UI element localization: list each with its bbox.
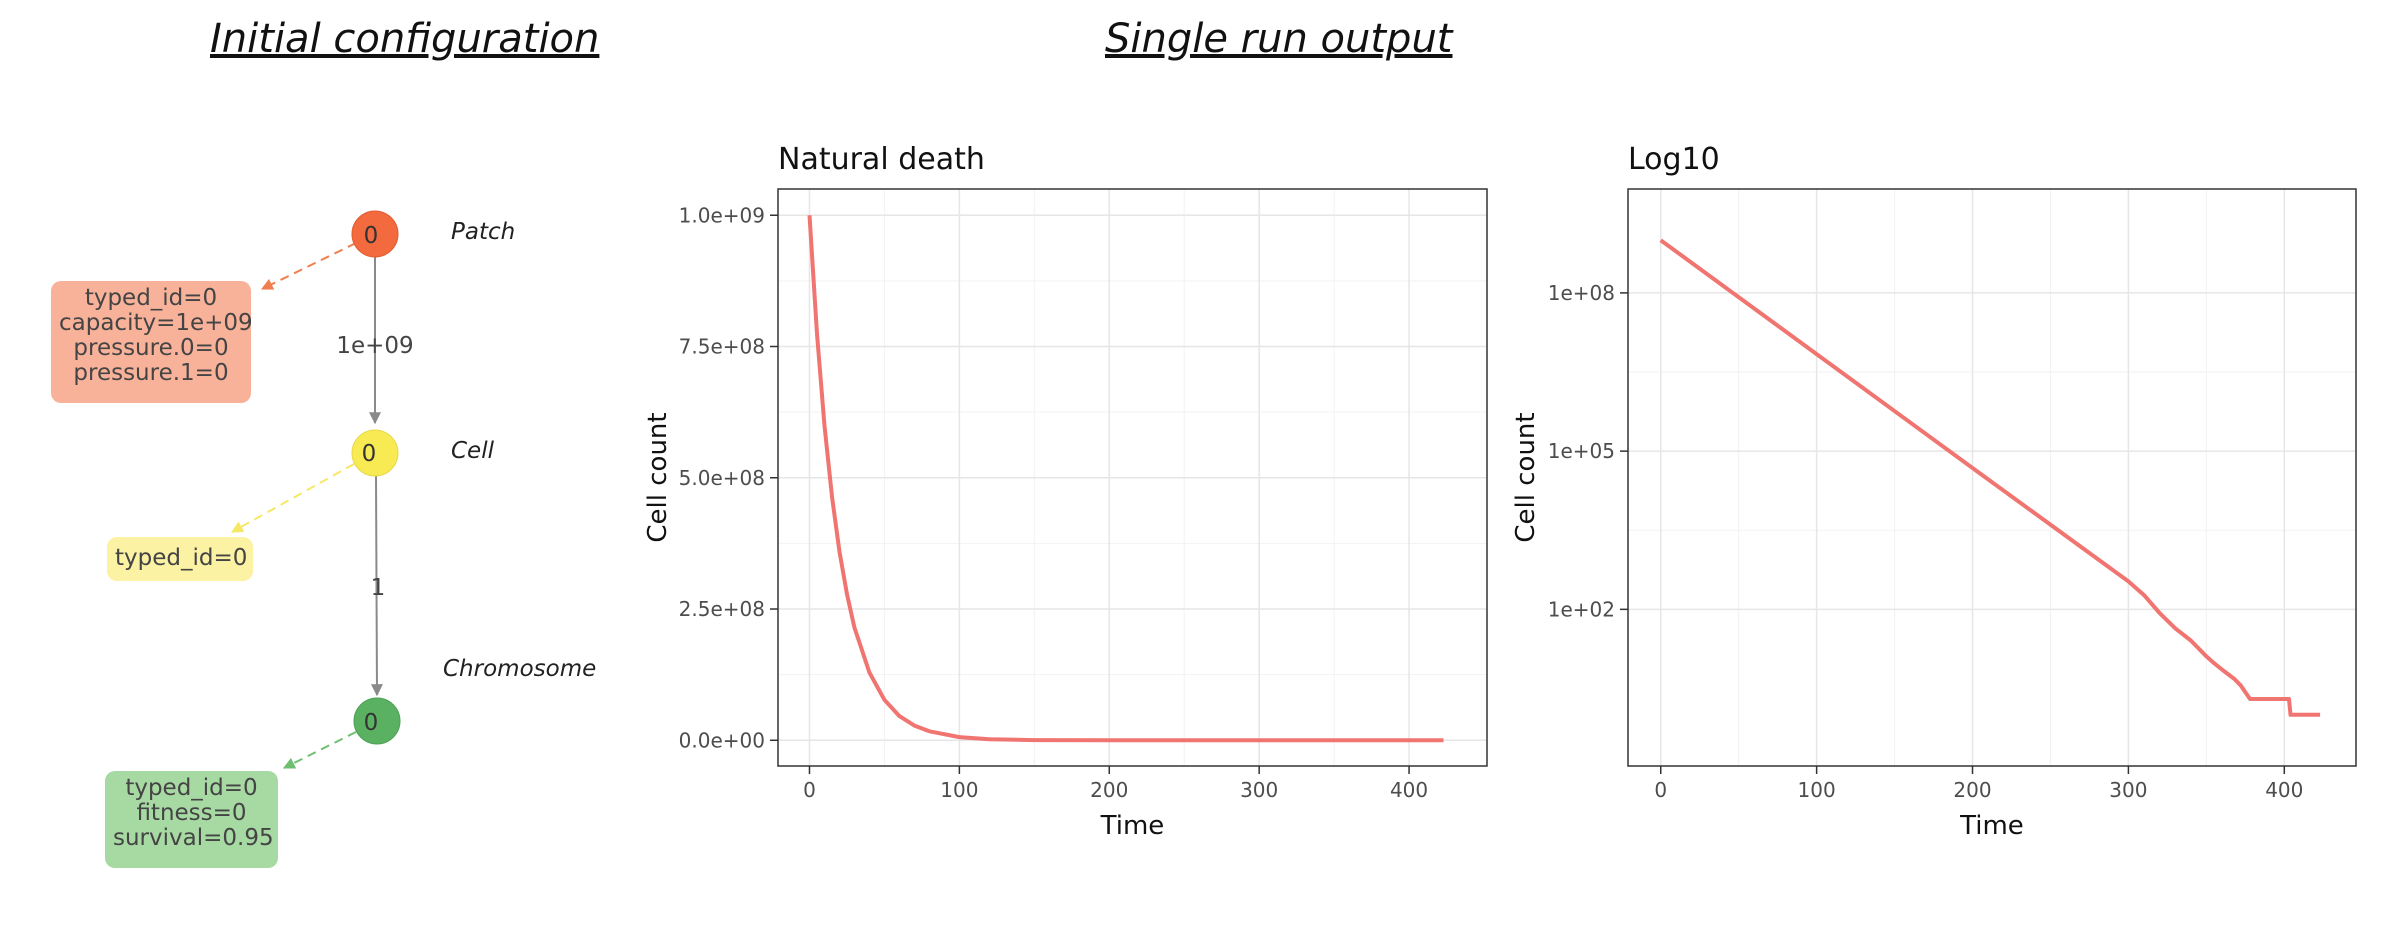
patch-attribute: typed_id=0 (84, 285, 218, 311)
y-tick-label: 1e+05 (1548, 439, 1615, 463)
y-tick-label: 5.0e+08 (679, 466, 765, 490)
chromosome-node (353, 697, 401, 745)
y-tick-label: 7.5e+08 (679, 335, 765, 359)
patch-node (351, 210, 399, 258)
x-tick-label: 400 (2265, 778, 2303, 802)
y-tick-label: 1e+02 (1548, 597, 1615, 621)
chromosome-type-label: Chromosome (443, 656, 596, 682)
patch-node-label: 0 (364, 223, 379, 249)
x-tick-label: 100 (940, 778, 978, 802)
cell-node (351, 429, 399, 477)
x-axis-label: Time (1959, 811, 2024, 841)
cell-attributes-box: typed_id=0 (107, 537, 253, 581)
edge-label-cell-chromosome: 1 (371, 575, 386, 601)
chromosome-attributes-box: typed_id=0 fitness=0 survival=0.95 (105, 771, 278, 868)
chart-title: Log10 (1628, 142, 1720, 177)
y-tick-label: 0.0e+00 (679, 728, 765, 752)
x-tick-label: 0 (1654, 778, 1667, 802)
data-series-line (807, 215, 1444, 743)
patch-attribute: pressure.1=0 (73, 360, 229, 386)
configuration-diagram: 1e+09 1 0 Patch 0 Cell 0 Chromosome (230, 210, 596, 769)
x-tick-label: 100 (1798, 778, 1836, 802)
chromosome-attribute: typed_id=0 (125, 775, 258, 801)
x-tick-label: 400 (1390, 778, 1428, 802)
cell-attribute: typed_id=0 (115, 545, 248, 571)
cell-type-label: Cell (451, 438, 495, 464)
data-series-line (1659, 238, 2321, 717)
y-tick-label: 2.5e+08 (679, 597, 765, 621)
attribute-edge-cell (230, 463, 355, 533)
chromosome-node-label: 0 (364, 710, 379, 736)
y-axis-label: Cell count (643, 412, 673, 542)
patch-attributes-box: typed_id=0 capacity=1e+09 pressure.0=0 p… (51, 281, 253, 403)
y-axis-label: Cell count (1511, 412, 1541, 542)
cell-node-label: 0 (362, 441, 377, 467)
plot-panel-border (1627, 188, 2357, 767)
x-tick-label: 200 (1090, 778, 1128, 802)
y-tick-label: 1e+08 (1548, 281, 1615, 305)
edge-label-patch-cell: 1e+09 (336, 333, 413, 359)
attribute-edge-chromosome (282, 731, 357, 769)
x-tick-label: 0 (803, 778, 816, 802)
x-tick-label: 300 (2109, 778, 2147, 802)
edge-cell-chromosome (370, 475, 383, 697)
x-axis-label: Time (1100, 811, 1165, 841)
x-tick-label: 200 (1953, 778, 1991, 802)
patch-attribute: capacity=1e+09 (59, 310, 253, 336)
heading-initial-configuration: Initial configuration (210, 16, 600, 62)
x-tick-label: 300 (1240, 778, 1278, 802)
patch-type-label: Patch (451, 219, 515, 245)
chromosome-attribute: survival=0.95 (113, 825, 274, 851)
y-tick-label: 1.0e+09 (679, 203, 765, 227)
attribute-edge-patch (260, 242, 357, 290)
patch-attribute: pressure.0=0 (73, 335, 229, 361)
chart-title: Natural death (778, 142, 985, 177)
heading-single-run-output: Single run output (1105, 16, 1453, 62)
chromosome-attribute: fitness=0 (136, 800, 247, 826)
plot-panel-border (777, 188, 1488, 767)
